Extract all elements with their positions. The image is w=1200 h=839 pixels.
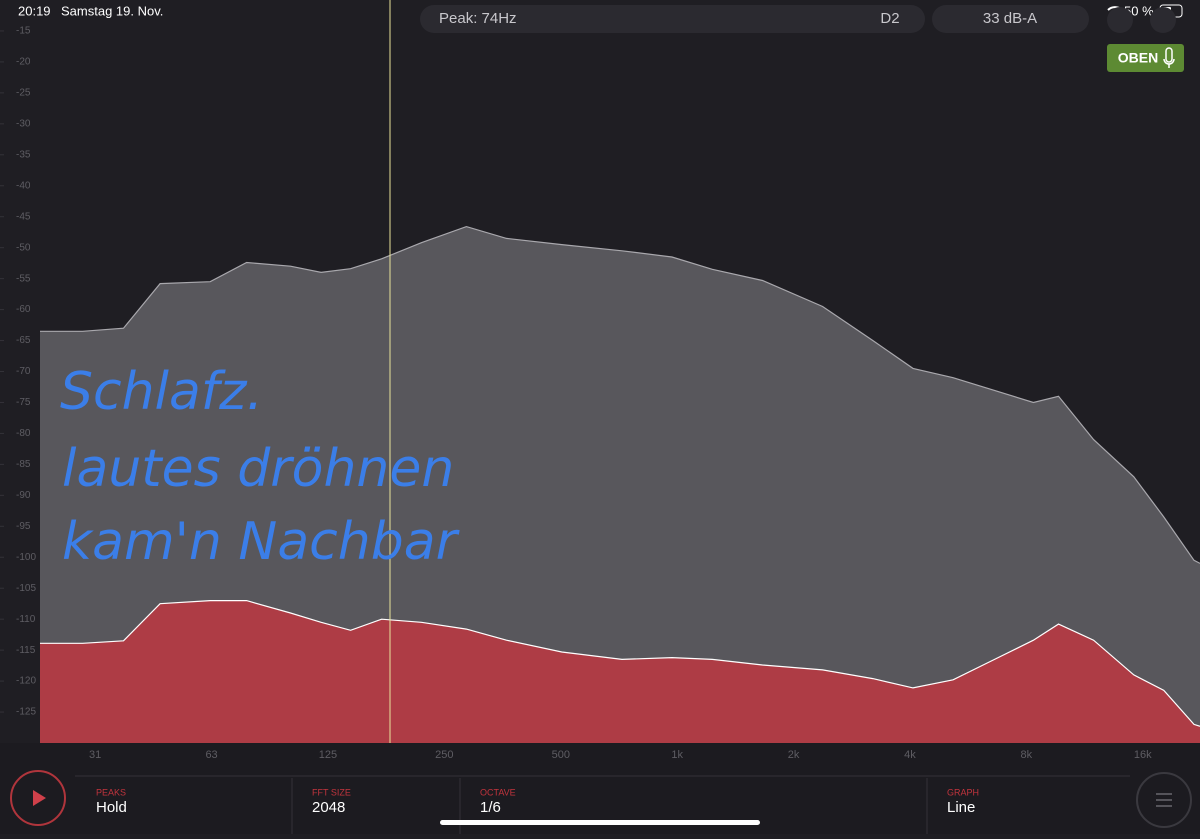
level-text: 33 dB-A (983, 10, 1037, 27)
home-indicator (440, 820, 760, 825)
spectrum-line (40, 225, 1200, 564)
control-label: OCTAVE (480, 787, 516, 797)
x-tick-label: 16k (1134, 749, 1152, 761)
x-tick-label: 31 (89, 749, 101, 761)
play-icon (33, 790, 46, 806)
x-tick-label: 1k (671, 749, 683, 761)
spectrum-line (40, 600, 1200, 727)
y-tick-label: -65 (16, 335, 31, 346)
peak-text: Peak: 74Hz (439, 10, 517, 27)
x-tick-label: 63 (205, 749, 217, 761)
level-pill[interactable] (932, 5, 1089, 33)
control-label: FFT SIZE (312, 787, 351, 797)
y-tick-label: -15 (16, 26, 31, 37)
control-value[interactable]: 2048 (312, 799, 345, 816)
y-tick-label: -125 (16, 707, 36, 718)
x-tick-label: 4k (904, 749, 916, 761)
plot: -15 -20 -25 -30 -35 -40 -45 -50 -55 -60 -65 -70 -75 -… (0, 26, 1200, 746)
play-button[interactable] (10, 770, 66, 826)
y-tick-label: -20 (16, 57, 31, 68)
y-tick-label: -110 (16, 614, 36, 625)
area-fill (40, 226, 1200, 744)
peak-pill[interactable] (420, 5, 925, 33)
y-tick-label: -45 (16, 211, 31, 222)
controls: PEAKS Hold FFT SIZE 2048 OCTAVE 1/6 GRAPH Line (96, 778, 979, 834)
area-fill (40, 600, 1200, 743)
y-tick-label: -50 (16, 242, 31, 253)
note-line: kam'n Nachbar (62, 512, 461, 572)
y-tick-label: -120 (16, 676, 36, 687)
mic-icon (1163, 47, 1175, 68)
menu-button[interactable] (1136, 772, 1192, 828)
note-text: D2 (880, 10, 899, 27)
control-value[interactable]: Line (947, 799, 975, 816)
target-button[interactable] (1107, 7, 1133, 33)
y-tick-label: -90 (16, 490, 31, 501)
control-label: GRAPH (947, 787, 979, 797)
y-tick-label: -55 (16, 273, 31, 284)
y-tick-label: -80 (16, 428, 31, 439)
x-tick-label: 125 (319, 749, 337, 761)
input-text: OBEN (1118, 50, 1158, 66)
y-tick-label: -30 (16, 118, 31, 129)
y-tick-label: -105 (16, 583, 36, 594)
x-tick-label: 8k (1021, 749, 1033, 761)
x-tick-label: 500 (552, 749, 570, 761)
control-label: PEAKS (96, 787, 126, 797)
input-button[interactable] (1107, 44, 1184, 72)
y-tick-label: -35 (16, 149, 31, 160)
menu-icon (1156, 793, 1172, 807)
y-tick-label: -25 (16, 88, 31, 99)
y-tick-label: -60 (16, 304, 31, 315)
control-value[interactable]: 1/6 (480, 799, 501, 816)
settings-button[interactable] (1150, 7, 1176, 33)
note-line: lautes dröhnen (62, 439, 454, 499)
y-tick-label: -100 (16, 552, 36, 563)
handwriting: Schlafz. lautes dröhnen kam'n Nachbar (60, 362, 461, 572)
note-line: Schlafz. (60, 362, 263, 422)
bottom-bar (0, 743, 1200, 834)
y-tick-label: -85 (16, 459, 31, 470)
x-tick-label: 250 (435, 749, 453, 761)
y-tick-label: -40 (16, 180, 31, 191)
y-tick-label: -75 (16, 397, 31, 408)
y-tick-label: -70 (16, 366, 31, 377)
y-tick-label: -95 (16, 521, 31, 532)
status-time: 20:19 (18, 3, 51, 18)
control-value[interactable]: Hold (96, 799, 127, 816)
status-date: Samstag 19. Nov. (61, 3, 163, 18)
x-tick-label: 2k (788, 749, 800, 761)
y-tick-label: -115 (16, 645, 36, 656)
